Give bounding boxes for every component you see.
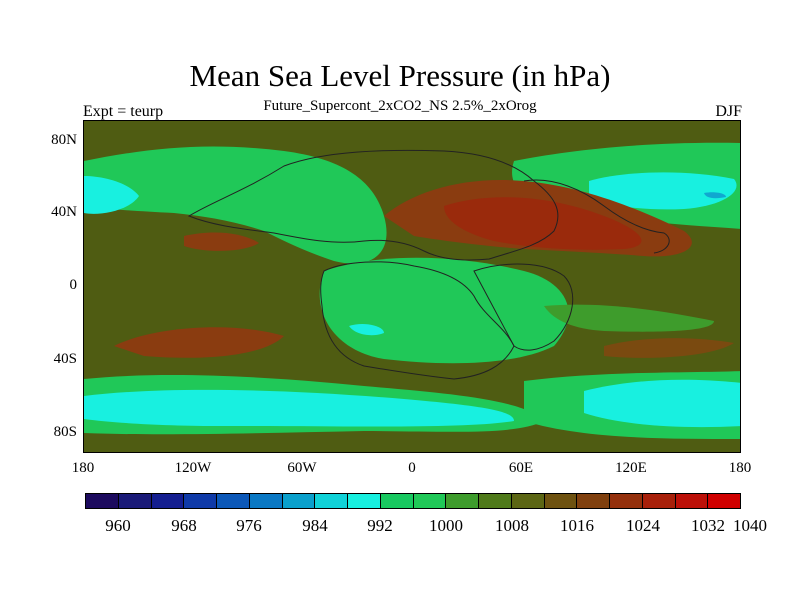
lon-tick-180e: 180 — [728, 460, 752, 476]
continent-east-outline — [473, 263, 574, 351]
colorbar-label-1032: 1032 — [691, 516, 725, 535]
colorbar-swatch-2 — [151, 494, 185, 508]
colorbar-label-968: 968 — [171, 516, 197, 535]
colorbar-label-1040: 1040 — [733, 516, 767, 535]
colorbar-swatch-8 — [348, 494, 381, 508]
colorbar-swatch-10 — [413, 494, 447, 508]
colorbar-label-984: 984 — [302, 516, 328, 535]
south-deep-low-east — [584, 379, 740, 428]
lon-tick-120w: 120W — [174, 460, 212, 476]
colorbar-swatch-7 — [315, 494, 348, 508]
colorbar-swatch-12 — [479, 494, 512, 508]
north-deep-low — [704, 192, 726, 199]
colorbar-swatch-14 — [544, 494, 578, 508]
colorbar-label-1000: 1000 — [429, 516, 463, 535]
colorbar-swatch-6 — [282, 494, 316, 508]
lon-tick-120e: 120E — [615, 460, 647, 476]
colorbar-label-992: 992 — [367, 516, 393, 535]
season-label: DJF — [715, 103, 742, 120]
lon-tick-60w: 60W — [287, 460, 317, 476]
north-high-core — [444, 197, 642, 250]
continent-south-outline — [320, 261, 515, 380]
colorbar-label-1016: 1016 — [560, 516, 594, 535]
colorbar-label-976: 976 — [236, 516, 262, 535]
south-east-high — [604, 338, 734, 358]
colorbar-swatch-5 — [249, 494, 283, 508]
colorbar-swatch-4 — [217, 494, 250, 508]
colorbar-swatch-1 — [118, 494, 152, 508]
tropical-band-east — [544, 304, 714, 332]
colorbar-swatch-11 — [446, 494, 479, 508]
lat-tick-80n: 80N — [51, 132, 77, 148]
colorbar-label-960: 960 — [105, 516, 131, 535]
map-title: Mean Sea Level Pressure (in hPa) — [189, 58, 611, 93]
pressure-map — [83, 120, 741, 453]
north-east-low — [589, 172, 737, 210]
colorbar-swatch-3 — [184, 494, 217, 508]
continent-north-outline — [187, 149, 559, 261]
south-west-high — [114, 327, 284, 358]
north-pacific-low — [84, 176, 139, 214]
colorbar-swatch-15 — [577, 494, 610, 508]
tropical-core-low — [349, 323, 384, 336]
continent-northeast-coast — [523, 179, 670, 254]
north-west-high — [184, 232, 259, 251]
lat-tick-40s: 40S — [53, 351, 77, 367]
experiment-label: Expt = teurp — [83, 103, 164, 120]
tropical-low — [319, 257, 569, 364]
south-deep-low — [84, 389, 514, 427]
colorbar — [85, 493, 741, 509]
colorbar-swatch-17 — [642, 494, 676, 508]
pressure-field — [84, 121, 740, 452]
lat-tick-80s: 80S — [53, 424, 77, 440]
colorbar-swatch-13 — [511, 494, 545, 508]
colorbar-swatch-16 — [610, 494, 643, 508]
lat-tick-0: 0 — [69, 277, 78, 293]
lat-tick-40n: 40N — [51, 204, 77, 220]
map-subtitle: Future_Supercont_2xCO2_NS 2.5%_2xOrog — [263, 98, 537, 114]
lon-tick-0: 0 — [408, 460, 416, 476]
colorbar-swatch-18 — [675, 494, 709, 508]
colorbar-label-1008: 1008 — [495, 516, 529, 535]
lon-tick-60e: 60E — [508, 460, 534, 476]
lon-tick-180w: 180 — [71, 460, 95, 476]
colorbar-swatch-19 — [708, 494, 740, 508]
colorbar-swatch-0 — [86, 494, 119, 508]
colorbar-label-1024: 1024 — [626, 516, 660, 535]
north-low-band — [84, 146, 387, 264]
colorbar-swatch-9 — [380, 494, 414, 508]
